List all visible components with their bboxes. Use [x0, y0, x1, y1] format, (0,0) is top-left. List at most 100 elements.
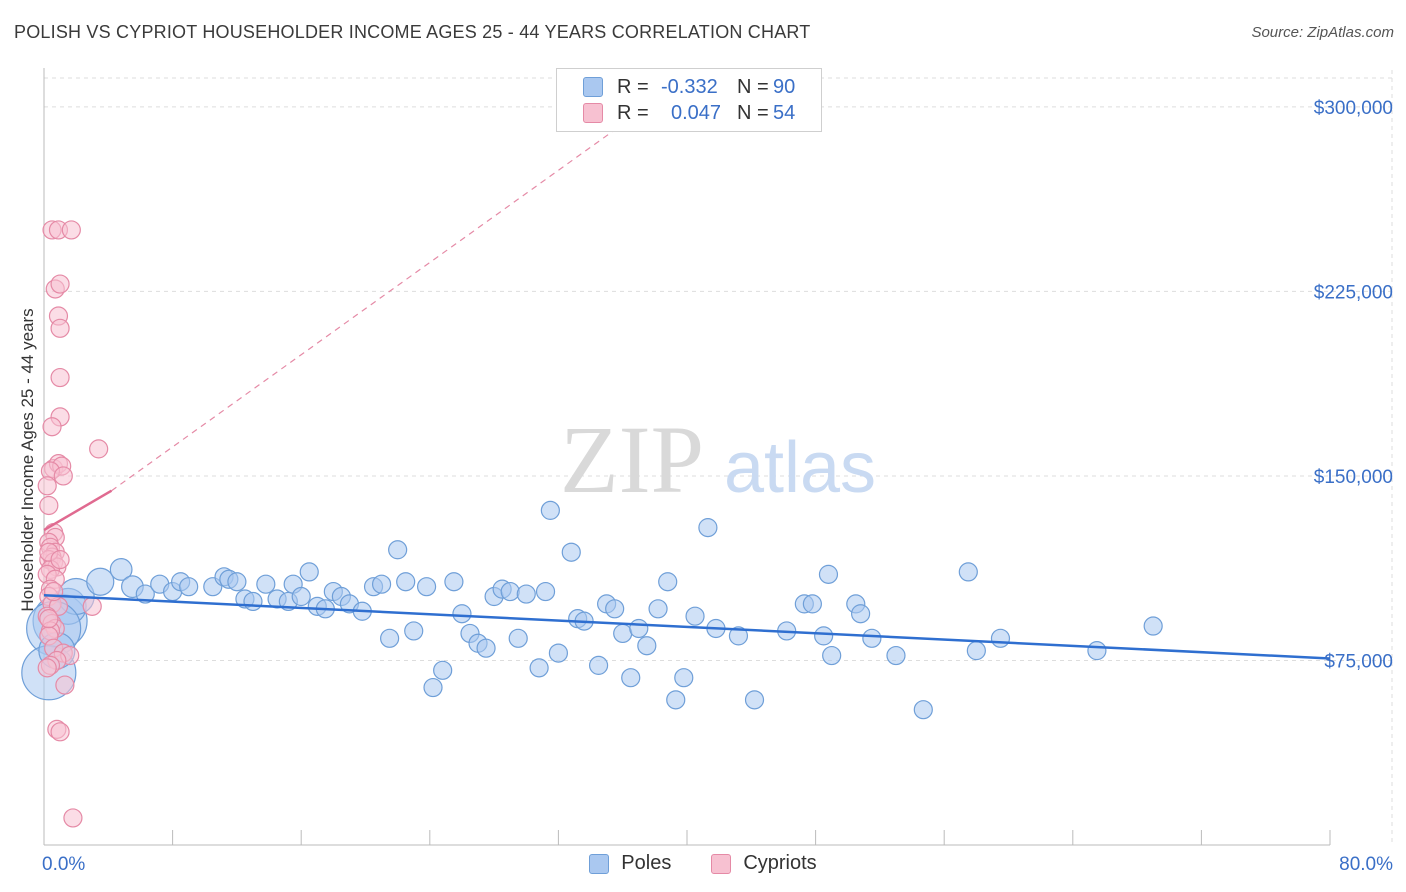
poles-point	[396, 572, 416, 592]
poles-point	[744, 690, 765, 710]
cypriots-point	[42, 417, 62, 437]
source-label: Source: ZipAtlas.com	[1251, 24, 1394, 41]
x-tick-label-min: 0.0%	[42, 854, 85, 875]
y-axis-label: Householder Income Ages 25 - 44 years	[18, 308, 37, 612]
series-legend: Poles Cypriots	[0, 852, 1406, 875]
y-tick-label: $225,000	[1314, 282, 1393, 303]
n-value-cypriots: 54	[773, 101, 796, 124]
x-tick-label-max: 80.0%	[1339, 854, 1393, 875]
poles-point	[516, 584, 536, 604]
poles-point	[1143, 616, 1163, 636]
stats-legend: R = -0.332 N = 90 R = 0.047 N = 54	[556, 68, 822, 132]
cypriots-point	[39, 495, 59, 516]
poles-point	[588, 655, 609, 675]
poles-point	[135, 584, 155, 604]
cypriots-point	[89, 439, 109, 459]
watermark-zip: ZIP	[560, 406, 704, 513]
poles-point	[423, 677, 443, 698]
poles-point	[674, 668, 694, 688]
axes	[43, 68, 1331, 846]
poles-point	[452, 604, 472, 624]
poles-point	[540, 500, 560, 520]
poles-legend-swatch	[589, 853, 610, 874]
poles-point	[291, 586, 311, 607]
cypriots-point	[53, 466, 73, 486]
cypriots-point	[50, 550, 70, 570]
cypriots-point	[50, 367, 70, 388]
chart-title: POLISH VS CYPRIOT HOUSEHOLDER INCOME AGE…	[14, 22, 811, 42]
data-points	[21, 220, 1163, 828]
poles-point	[658, 572, 678, 592]
poles-swatch	[583, 77, 603, 97]
legend-item-cypriots[interactable]: Cypriots	[711, 852, 817, 875]
poles-point	[529, 658, 549, 678]
poles-point	[605, 599, 625, 619]
poles-point	[86, 567, 115, 596]
trend-lines	[43, 106, 1331, 660]
poles-point	[299, 562, 319, 582]
legend-label-cypriots: Cypriots	[743, 852, 817, 874]
poles-point	[728, 626, 749, 646]
r-value-poles: -0.332	[661, 75, 718, 98]
stats-legend-row-poles: R = -0.332 N = 90	[583, 75, 795, 99]
poles-point	[227, 572, 247, 592]
poles-point	[698, 518, 718, 538]
legend-item-poles[interactable]: Poles	[589, 852, 671, 875]
poles-point	[561, 542, 581, 562]
r-value-cypriots: 0.047	[671, 101, 722, 124]
poles-point	[388, 540, 408, 560]
poles-point	[535, 581, 556, 602]
poles-point	[818, 564, 839, 584]
poles-point	[508, 628, 528, 648]
n-label: N =	[737, 101, 769, 124]
cypriots-point	[50, 318, 70, 338]
poles-point	[444, 572, 464, 592]
poles-point	[109, 558, 133, 581]
watermark: ZIP atlas	[560, 406, 876, 513]
poles-point	[958, 562, 978, 582]
poles-point	[637, 636, 657, 656]
cypriots-point	[50, 722, 70, 742]
n-label: N =	[737, 75, 769, 98]
poles-point	[243, 591, 263, 612]
poles-point	[404, 621, 424, 641]
cypriots-point	[50, 274, 70, 294]
poles-point	[886, 645, 906, 666]
cypriots-point	[39, 609, 59, 629]
poles-point	[371, 574, 392, 594]
poles-point	[433, 660, 453, 680]
poles-point	[621, 668, 641, 688]
stats-legend-row-cypriots: R = 0.047 N = 54	[583, 101, 795, 125]
cypriots-trend-line	[43, 489, 113, 532]
legend-label-poles: Poles	[621, 852, 672, 874]
poles-point	[966, 641, 986, 661]
poles-point	[822, 645, 842, 666]
poles-point	[416, 577, 437, 597]
cypriots-point	[37, 658, 57, 678]
poles-point	[613, 623, 633, 644]
poles-point	[500, 581, 520, 602]
n-value-poles: 90	[773, 75, 796, 98]
poles-point	[1087, 641, 1107, 661]
poles-point	[913, 700, 933, 720]
r-label: R =	[617, 101, 649, 124]
poles-point	[990, 628, 1011, 648]
cypriots-point	[63, 808, 83, 828]
cypriots-legend-swatch	[711, 853, 732, 874]
poles-point	[476, 638, 496, 658]
poles-point	[802, 594, 822, 614]
watermark-atlas: atlas	[724, 428, 876, 508]
poles-point	[666, 690, 686, 710]
y-tick-label: $300,000	[1314, 98, 1393, 119]
poles-point	[648, 599, 668, 619]
cypriots-point	[44, 581, 64, 602]
poles-point	[380, 628, 400, 648]
grid-lines	[44, 70, 1393, 845]
poles-point	[814, 626, 834, 646]
poles-point	[179, 577, 199, 597]
poles-point	[862, 628, 882, 648]
poles-point	[629, 618, 649, 639]
y-tick-label: $75,000	[1324, 651, 1393, 672]
cypriots-swatch	[583, 103, 603, 123]
r-label: R =	[617, 75, 649, 98]
